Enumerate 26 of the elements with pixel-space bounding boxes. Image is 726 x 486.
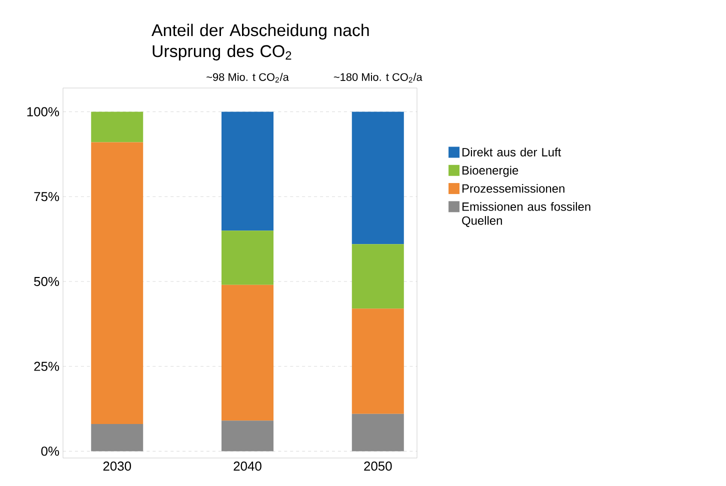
- bar: [222, 420, 274, 452]
- bar: [222, 230, 274, 285]
- bar: [91, 112, 144, 142]
- legend-label: Prozessemissionen: [462, 184, 564, 193]
- bar: [91, 424, 144, 452]
- text: ~98 Mio. t CO$_{2}$/a: [206, 72, 289, 82]
- y-tick-label: 100%: [27, 107, 60, 116]
- y-tick-label: 0%: [41, 446, 60, 456]
- x-tick-label: 2030: [103, 462, 132, 471]
- bar: [352, 414, 404, 452]
- y-tick-label: 75%: [34, 192, 60, 202]
- legend-label: Direkt aus der Luft: [462, 148, 562, 156]
- bar: [222, 112, 274, 231]
- bar: [222, 284, 274, 421]
- bar: [352, 308, 404, 414]
- chart-title: Anteil der Abscheidung nach Ursprung des CO$_{2}$: [152, 24, 369, 60]
- y-tick-label: 50%: [34, 276, 60, 286]
- legend-label: Emissionen aus fossilen Quellen: [462, 202, 590, 227]
- y-tick-label: 25%: [34, 362, 60, 371]
- text: ~180 Mio. t CO$_{2}$/a: [334, 72, 422, 82]
- bar: [352, 244, 404, 309]
- x-tick-label: 2040: [234, 462, 262, 471]
- bar: [352, 112, 404, 244]
- legend-label: Bioenergie: [462, 166, 518, 177]
- bar: [91, 142, 144, 424]
- x-tick-label: 2050: [364, 462, 392, 471]
